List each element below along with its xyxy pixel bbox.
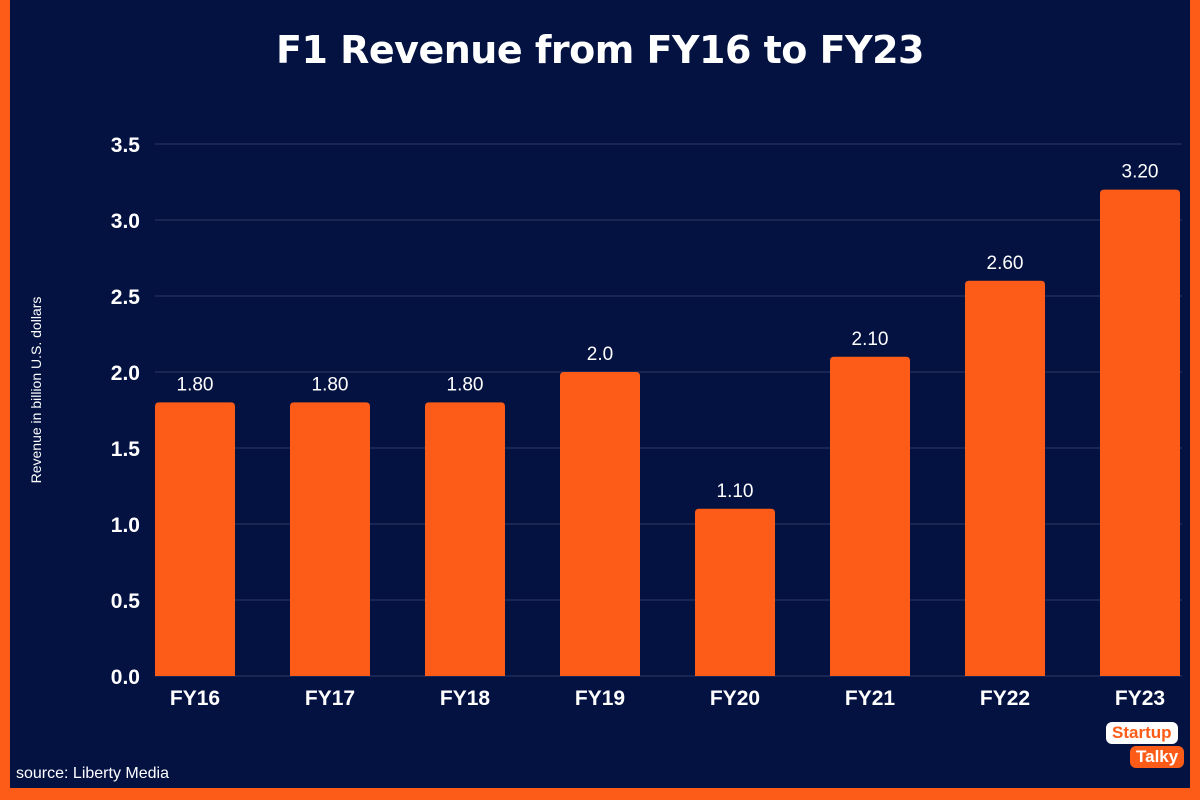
bar: [560, 372, 640, 676]
x-tick-label: FY22: [980, 687, 1030, 710]
bar: [155, 402, 235, 676]
data-label: 3.20: [1122, 162, 1159, 183]
logo-text-talky: Talky: [1130, 746, 1185, 768]
x-tick-label: FY16: [170, 687, 220, 710]
y-tick-label: 0.5: [111, 590, 141, 613]
x-tick-label: FY23: [1115, 687, 1165, 710]
logo-text-startup: Startup: [1106, 722, 1178, 744]
data-label: 1.80: [177, 374, 214, 395]
bar: [695, 508, 775, 676]
y-tick-label: 0.0: [111, 666, 140, 689]
x-tick-label: FY21: [845, 687, 896, 710]
bar: [290, 402, 370, 676]
bar: [830, 356, 910, 676]
data-label: 2.10: [852, 329, 889, 350]
x-tick-label: FY17: [305, 687, 355, 710]
y-tick-label: 1.5: [111, 438, 141, 461]
data-label: 1.80: [312, 374, 349, 395]
bar: [965, 280, 1045, 676]
y-tick-label: 2.5: [111, 286, 141, 309]
data-label: 2.0: [587, 344, 613, 365]
bar: [1100, 189, 1180, 676]
y-tick-label: 3.5: [111, 134, 141, 157]
startuptalky-logo: Startup Talky: [1104, 722, 1185, 782]
data-label: 2.60: [987, 253, 1024, 274]
bar: [425, 402, 505, 676]
data-label: 1.10: [717, 481, 754, 502]
source-note: source: Liberty Media: [16, 765, 169, 782]
data-label: 1.80: [447, 374, 484, 395]
x-tick-label: FY18: [440, 687, 491, 710]
y-tick-label: 2.0: [111, 362, 140, 385]
x-tick-label: FY20: [710, 687, 760, 710]
y-tick-label: 1.0: [111, 514, 140, 537]
x-tick-label: FY19: [575, 687, 625, 710]
y-tick-label: 3.0: [111, 210, 140, 233]
chart-title: F1 Revenue from FY16 to FY23: [276, 28, 924, 72]
